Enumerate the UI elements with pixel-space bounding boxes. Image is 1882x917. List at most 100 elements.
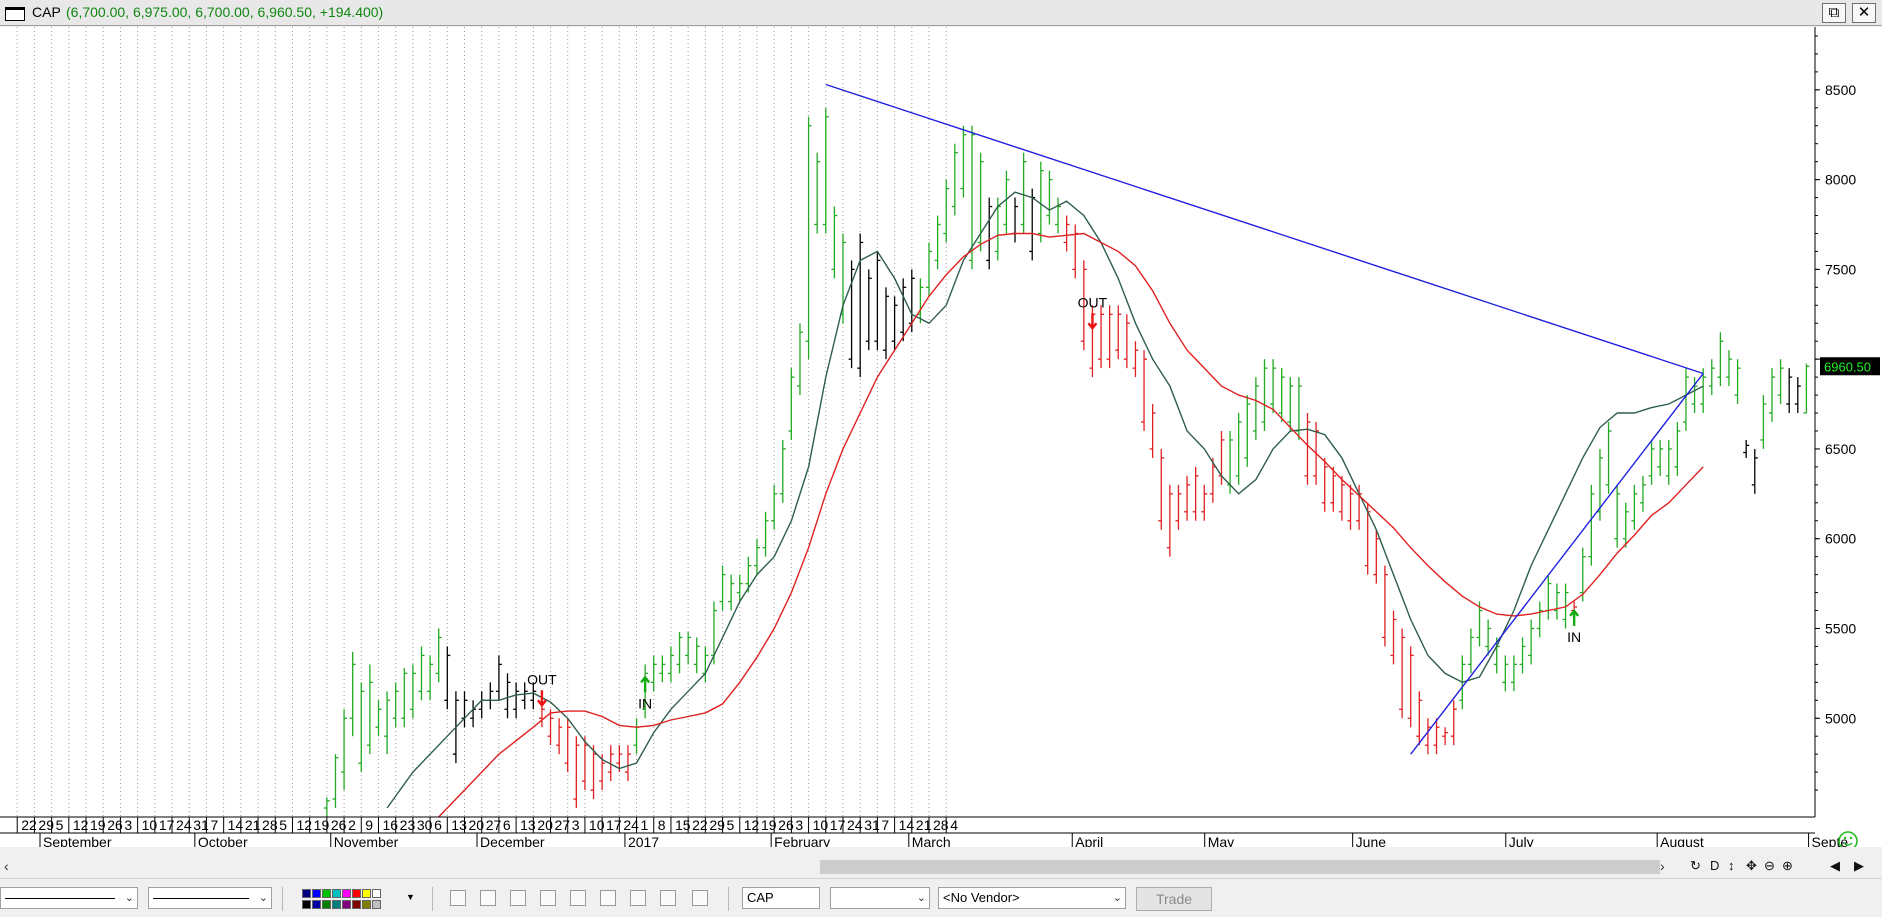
scroll-right-icon[interactable]: › bbox=[1660, 858, 1665, 874]
y-tick-label: 6000 bbox=[1825, 531, 1856, 547]
chevron-down-icon: ⌄ bbox=[258, 892, 268, 904]
week-label: 30 bbox=[417, 817, 433, 833]
week-label: 29 bbox=[709, 817, 725, 833]
scroll-thumb[interactable] bbox=[820, 860, 1660, 874]
price-bar bbox=[1665, 439, 1672, 485]
price-bar bbox=[1321, 457, 1328, 512]
week-label: 24 bbox=[176, 817, 192, 833]
price-bar bbox=[409, 664, 416, 719]
price-bar bbox=[1476, 601, 1483, 647]
week-label: 10 bbox=[142, 817, 158, 833]
price-bar bbox=[607, 745, 614, 782]
chart-area[interactable]: OUT IN OUT IN 5000 5500 6000 6500 7500 8000 8500 2… bbox=[0, 27, 1882, 847]
price-chart[interactable]: OUT IN OUT IN 5000 5500 6000 6500 7500 8000 8500 2… bbox=[0, 27, 1882, 847]
week-label: 14 bbox=[899, 817, 915, 833]
price-bar bbox=[1519, 637, 1526, 674]
month-label: July bbox=[1509, 834, 1534, 847]
tool-box3-icon[interactable] bbox=[660, 890, 676, 906]
price-bar bbox=[1037, 161, 1044, 243]
step-forward-icon[interactable]: ▶ bbox=[1854, 858, 1864, 873]
trendline bbox=[825, 83, 1704, 375]
month-label: December bbox=[480, 834, 545, 847]
tool-buy-icon[interactable] bbox=[540, 890, 556, 906]
month-label: 2017 bbox=[628, 834, 659, 847]
y-tick-label: 8000 bbox=[1825, 172, 1856, 188]
price-bar bbox=[693, 637, 700, 674]
draw-icon[interactable]: D bbox=[1710, 858, 1720, 873]
tool-box2-icon[interactable] bbox=[630, 890, 646, 906]
price-bar bbox=[1579, 547, 1586, 602]
vendor-select[interactable]: <No Vendor> ⌄ bbox=[938, 887, 1126, 909]
tool-box-icon[interactable] bbox=[600, 890, 616, 906]
price-bar bbox=[650, 655, 657, 692]
price-bar bbox=[1442, 727, 1449, 746]
symbol-field[interactable]: CAP bbox=[742, 887, 820, 909]
price-bar bbox=[857, 233, 864, 378]
price-bar bbox=[616, 745, 623, 773]
vertical-zoom-icon[interactable]: ↕ bbox=[1728, 858, 1735, 873]
week-label: 28 bbox=[262, 817, 278, 833]
week-label: 16 bbox=[382, 817, 398, 833]
trade-signals: OUT IN OUT IN bbox=[527, 294, 1581, 711]
price-bar bbox=[1123, 314, 1130, 369]
down-arrow-icon bbox=[1087, 313, 1098, 331]
title-quote: (6,700.00, 6,975.00, 6,700.00, 6,960.50,… bbox=[66, 4, 384, 20]
price-bar bbox=[943, 179, 950, 243]
vendor-select-value: <No Vendor> bbox=[943, 890, 1020, 905]
price-bar bbox=[1235, 413, 1242, 485]
title-bar: CAP (6,700.00, 6,975.00, 6,700.00, 6,960… bbox=[0, 0, 1882, 26]
tool-note-icon[interactable] bbox=[480, 890, 496, 906]
move-icon[interactable]: ✥ bbox=[1746, 858, 1757, 873]
week-label: 3 bbox=[795, 817, 803, 833]
price-bar bbox=[513, 682, 520, 719]
tool-clear-icon[interactable] bbox=[692, 890, 708, 906]
week-label: 13 bbox=[451, 817, 467, 833]
week-label: 28 bbox=[933, 817, 949, 833]
symbol-field-value: CAP bbox=[747, 890, 774, 905]
palette-dropdown-icon[interactable]: ▼ bbox=[406, 892, 415, 902]
price-bar bbox=[521, 682, 528, 710]
price-bar bbox=[1080, 260, 1087, 351]
zoom-out-icon[interactable]: ⊖ bbox=[1764, 858, 1775, 873]
horizontal-scrollbar[interactable]: ‹ › bbox=[0, 858, 1690, 876]
price-bar bbox=[1166, 484, 1173, 557]
week-label: 31 bbox=[864, 817, 880, 833]
restore-window-button[interactable]: ⧉ bbox=[1822, 3, 1846, 23]
week-label: 1 bbox=[641, 817, 649, 833]
price-bar bbox=[659, 655, 666, 683]
price-bar bbox=[1717, 332, 1724, 387]
price-bar bbox=[1700, 368, 1707, 414]
week-label: 7 bbox=[881, 817, 889, 833]
down-arrow-icon bbox=[536, 690, 547, 708]
tool-sell-icon[interactable] bbox=[570, 890, 586, 906]
step-back-icon[interactable]: ◀ bbox=[1830, 858, 1840, 873]
price-bar bbox=[753, 538, 760, 575]
close-window-button[interactable]: ✕ bbox=[1852, 3, 1876, 23]
line-width-select[interactable]: ⌄ bbox=[148, 887, 272, 909]
chevron-down-icon: ⌄ bbox=[124, 892, 134, 904]
month-label: October bbox=[198, 834, 248, 847]
week-label: 13 bbox=[520, 817, 536, 833]
price-bar bbox=[831, 206, 838, 279]
week-label: 17 bbox=[159, 817, 175, 833]
zoom-in-icon[interactable]: ⊕ bbox=[1782, 858, 1793, 873]
scroll-left-icon[interactable]: ‹ bbox=[4, 858, 9, 874]
price-bar bbox=[951, 143, 958, 216]
close-icon: ✕ bbox=[1857, 4, 1871, 21]
trade-button[interactable]: Trade bbox=[1136, 887, 1212, 911]
reload-icon[interactable]: ↻ bbox=[1690, 858, 1701, 873]
price-bar bbox=[874, 251, 881, 351]
price-bar bbox=[564, 718, 571, 773]
tool-label-icon[interactable] bbox=[510, 890, 526, 906]
chevron-down-icon: ⌄ bbox=[916, 892, 926, 904]
price-bar bbox=[444, 646, 451, 710]
price-bar bbox=[1682, 368, 1689, 431]
price-bar bbox=[882, 287, 889, 360]
line-style-select[interactable]: ⌄ bbox=[0, 887, 138, 909]
color-palette[interactable] bbox=[302, 889, 386, 911]
tool-text-icon[interactable] bbox=[450, 890, 466, 906]
week-label: 5 bbox=[727, 817, 735, 833]
account-select[interactable]: ⌄ bbox=[830, 887, 930, 909]
price-bar bbox=[1347, 484, 1354, 530]
price-bar bbox=[1416, 691, 1423, 746]
